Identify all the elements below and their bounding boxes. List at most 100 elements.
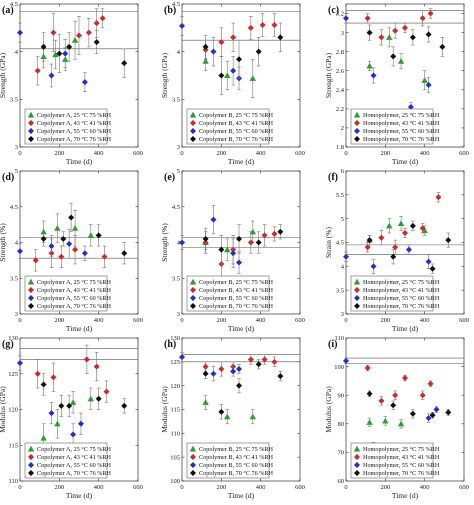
y-tick-label: 4 bbox=[177, 49, 181, 56]
y-tick-label: 3 bbox=[15, 144, 18, 151]
x-tick-label: 400 bbox=[420, 317, 430, 324]
legend-label: Copolymer A, 43 °C 41 %RH bbox=[37, 454, 112, 461]
data-point bbox=[433, 406, 440, 413]
legend-marker bbox=[28, 462, 34, 468]
data-point bbox=[62, 50, 69, 57]
legend-label: Homopolymer, 25 °C 75 %RH bbox=[363, 112, 440, 119]
y-axis-label: Modulus (GPa) bbox=[160, 386, 169, 433]
data-point bbox=[397, 220, 405, 226]
legend-marker bbox=[353, 278, 361, 285]
legend-label: Copolymer B, 43 °C 41 %RH bbox=[199, 454, 274, 461]
data-point bbox=[366, 29, 373, 36]
panel-label: (c) bbox=[328, 5, 339, 16]
legend-label: Homopolymer, 43 °C 41 %RH bbox=[363, 454, 440, 461]
x-tick-label: 0 bbox=[18, 150, 21, 157]
legend-box bbox=[186, 442, 270, 479]
data-point bbox=[60, 235, 67, 242]
data-point bbox=[366, 62, 373, 69]
y-tick-label: 115 bbox=[8, 442, 18, 449]
data-point bbox=[50, 374, 57, 381]
data-point bbox=[210, 48, 217, 55]
data-point bbox=[71, 37, 79, 43]
y-tick-label: 5.5 bbox=[336, 192, 344, 199]
legend-marker bbox=[28, 295, 34, 301]
y-tick-label: 125 bbox=[170, 359, 180, 366]
y-axis-label: Strength (GPa) bbox=[324, 52, 333, 98]
legend-label: Homopolymer, 70 °C 76 %RH bbox=[363, 136, 440, 143]
legend-marker bbox=[353, 445, 361, 452]
y-tick-label: 2.6 bbox=[336, 68, 345, 75]
data-point bbox=[48, 410, 55, 417]
y-tick-label: 4 bbox=[341, 264, 345, 271]
legend-marker bbox=[190, 462, 196, 468]
legend-marker bbox=[189, 445, 197, 452]
data-point bbox=[425, 415, 432, 422]
x-tick-label: 200 bbox=[380, 150, 390, 157]
y-tick-label: 2.8 bbox=[336, 49, 344, 56]
data-point bbox=[425, 31, 432, 38]
data-point bbox=[249, 75, 256, 81]
legend-label: Copolymer B, 25 °C 75 %RH bbox=[199, 279, 274, 286]
y-tick-label: 4.5 bbox=[336, 240, 344, 247]
data-point bbox=[56, 50, 63, 57]
data-point bbox=[54, 420, 61, 427]
data-point bbox=[271, 21, 278, 28]
y-tick-label: 3.5 bbox=[336, 287, 344, 294]
y-tick-label: 3 bbox=[177, 144, 180, 151]
legend-marker bbox=[354, 120, 360, 126]
legend-marker bbox=[190, 287, 196, 293]
x-tick-label: 0 bbox=[18, 484, 21, 491]
data-point bbox=[87, 395, 94, 402]
data-point bbox=[81, 79, 88, 86]
data-point bbox=[255, 239, 262, 246]
data-point bbox=[210, 216, 217, 223]
data-point bbox=[405, 246, 412, 253]
legend-label: Copolymer B, 25 °C 75 %RH bbox=[199, 112, 274, 119]
x-tick-label: 600 bbox=[133, 484, 143, 491]
legend-marker bbox=[27, 445, 35, 452]
y-tick-label: 105 bbox=[170, 454, 180, 461]
legend-label: Copolymer A, 55 °C 60 %RH bbox=[37, 128, 112, 135]
data-point bbox=[40, 228, 47, 235]
data-point bbox=[236, 382, 243, 389]
legend-label: Copolymer A, 55 °C 60 %RH bbox=[37, 462, 112, 469]
data-point bbox=[271, 230, 278, 237]
legend-marker bbox=[354, 287, 360, 293]
data-point bbox=[48, 243, 55, 250]
legend-label: Homopolymer, 25 °C 75 %RH bbox=[363, 446, 440, 453]
data-point bbox=[218, 365, 225, 372]
data-point bbox=[40, 43, 47, 50]
y-tick-label: 110 bbox=[170, 431, 180, 438]
legend-label: Copolymer B, 70 °C 76 %RH bbox=[199, 303, 274, 310]
data-point bbox=[397, 58, 405, 64]
x-tick-label: 200 bbox=[380, 317, 390, 324]
legend-label: Homopolymer, 55 °C 60 %RH bbox=[363, 128, 440, 135]
x-tick-label: 200 bbox=[216, 484, 226, 491]
data-point bbox=[392, 27, 399, 34]
x-tick-label: 600 bbox=[295, 317, 305, 324]
data-point bbox=[17, 360, 23, 367]
data-point bbox=[224, 72, 231, 79]
data-point bbox=[32, 257, 39, 264]
data-point bbox=[77, 420, 84, 427]
data-point bbox=[419, 225, 426, 232]
legend-marker bbox=[189, 278, 197, 285]
data-point bbox=[378, 397, 385, 404]
legend-marker bbox=[354, 462, 360, 468]
data-point bbox=[210, 370, 217, 377]
x-tick-label: 200 bbox=[54, 317, 64, 324]
panel-label: (h) bbox=[164, 339, 176, 350]
data-point bbox=[390, 402, 397, 409]
data-point bbox=[70, 431, 77, 438]
data-point bbox=[445, 409, 452, 416]
data-point bbox=[93, 39, 100, 46]
y-tick-label: 3.5 bbox=[10, 97, 18, 104]
x-tick-label: 0 bbox=[18, 317, 21, 324]
y-tick-label: 5 bbox=[177, 168, 180, 175]
x-tick-label: 200 bbox=[380, 484, 390, 491]
data-point bbox=[409, 34, 416, 41]
panel-g: 110 115 120 125 130 0 200 400 600 Time (d) Modulus… bbox=[0, 335, 143, 500]
legend-label: Copolymer B, 55 °C 60 %RH bbox=[199, 295, 274, 302]
legend-label: Copolymer A, 43 °C 41 %RH bbox=[37, 287, 112, 294]
panel-label: (b) bbox=[164, 5, 176, 16]
